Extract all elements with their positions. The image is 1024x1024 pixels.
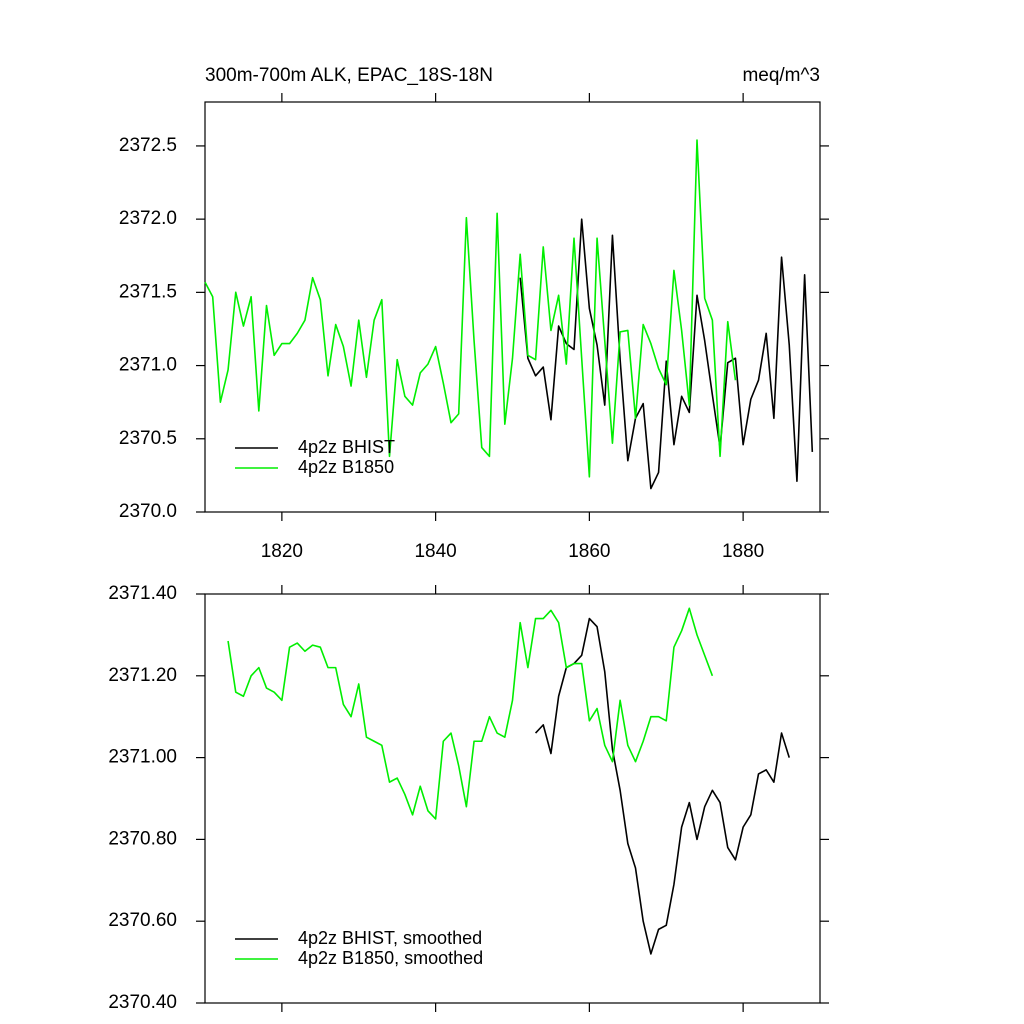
y-tick-label: 2371.20 [108, 665, 177, 686]
series-line [519, 218, 814, 490]
y-tick-label: 2372.5 [119, 135, 177, 156]
legend-label: 4p2z BHIST [298, 437, 395, 457]
plot-frame [204, 101, 821, 513]
x-tick-label: 1820 [261, 541, 303, 562]
x-tick-label: 1860 [568, 541, 610, 562]
y-tick-label: 2371.00 [108, 747, 177, 768]
plot-frame [204, 593, 821, 1004]
units-label: meq/m^3 [742, 65, 820, 86]
series-line [534, 617, 791, 955]
x-tick-label: 1840 [414, 541, 456, 562]
y-tick-label: 2370.60 [108, 910, 177, 931]
legend-label: 4p2z B1850, smoothed [298, 948, 483, 968]
y-tick-label: 2372.0 [119, 208, 177, 229]
legend-label: 4p2z B1850 [298, 457, 394, 477]
y-tick-label: 2370.80 [108, 828, 177, 849]
y-tick-label: 2371.5 [119, 281, 177, 302]
y-tick-label: 2370.40 [108, 992, 177, 1013]
y-tick-label: 2370.5 [119, 428, 177, 449]
y-tick-label: 2371.40 [108, 583, 177, 604]
y-tick-label: 2370.0 [119, 501, 177, 522]
series-line [204, 139, 737, 478]
chart-title: 300m-700m ALK, EPAC_18S-18N [205, 65, 493, 86]
x-tick-label: 1880 [722, 541, 764, 562]
legend-label: 4p2z BHIST, smoothed [298, 928, 482, 948]
series-line [227, 607, 714, 820]
y-tick-label: 2371.0 [119, 355, 177, 376]
